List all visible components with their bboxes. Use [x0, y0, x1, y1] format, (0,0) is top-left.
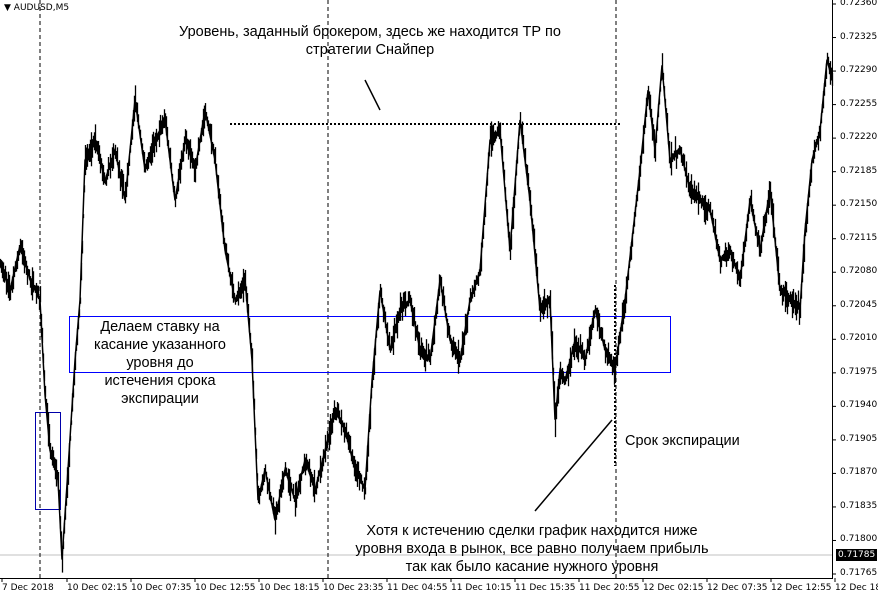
time-tick-label: 12 Dec 18:	[835, 583, 878, 593]
price-tick-label: 0.71800	[840, 534, 878, 545]
time-tick-label: 10 Dec 07:35	[131, 583, 192, 593]
price-tick-label: 0.72150	[840, 199, 878, 210]
annotation-line: так как было касание нужного уровня	[405, 559, 659, 575]
price-tick-label: 0.72220	[840, 132, 878, 143]
symbol-text: AUDUSD,M5	[13, 3, 70, 13]
annotation-line: уровня до	[126, 355, 194, 371]
entry-zone-rectangle[interactable]	[69, 316, 671, 373]
pointer-line-bottom	[534, 419, 613, 512]
price-tick-label: 0.72115	[840, 232, 878, 243]
time-tick-label: 10 Dec 02:15	[67, 583, 128, 593]
price-tick-label: 0.71975	[840, 366, 878, 377]
price-tick-label: 0.72185	[840, 165, 878, 176]
time-tick-label: 12 Dec 02:15	[643, 583, 704, 593]
time-tick-label: 10 Dec 18:15	[259, 583, 320, 593]
time-tick-label: 11 Dec 04:55	[387, 583, 448, 593]
price-tick-label: 0.71765	[840, 568, 878, 578]
time-tick-label: 7 Dec 2018	[2, 583, 54, 593]
annotation-expiry: Срок экспирации	[625, 433, 740, 449]
price-tick-label: 0.71835	[840, 500, 878, 511]
price-tick-label: 0.72080	[840, 266, 878, 277]
annotation-broker-level: Уровень, заданный брокером, здесь же нах…	[160, 23, 580, 59]
price-tick-label: 0.72045	[840, 299, 878, 310]
annotation-explanation: Хотя к истечению сделки график находится…	[322, 522, 742, 576]
price-tick-label: 0.72290	[840, 65, 878, 76]
annotation-line: касание указанного	[94, 337, 226, 353]
time-tick-label: 11 Dec 10:15	[451, 583, 512, 593]
annotation-bet: Делаем ставку на касание указанного уров…	[80, 318, 240, 408]
price-tick-label: 0.72325	[840, 31, 878, 42]
dropdown-triangle-icon[interactable]: ▼	[4, 3, 11, 13]
annotation-line: уровня входа в рынок, все равно получаем…	[355, 541, 709, 557]
annotation-line: Делаем ставку на	[100, 319, 220, 335]
annotation-line: стратегии Снайпер	[305, 42, 435, 58]
pointer-line-top	[364, 79, 381, 111]
time-tick-label: 12 Dec 07:35	[707, 583, 768, 593]
time-tick-label: 10 Dec 23:35	[323, 583, 384, 593]
time-tick-label: 12 Dec 12:55	[771, 583, 832, 593]
annotation-line: Хотя к истечению сделки график находится…	[366, 523, 698, 539]
annotation-line: Уровень, заданный брокером, здесь же нах…	[179, 24, 561, 40]
time-tick-label: 11 Dec 15:35	[515, 583, 576, 593]
symbol-label[interactable]: ▼ AUDUSD,M5	[4, 3, 69, 13]
annotation-line: истечения срока	[104, 373, 216, 389]
price-tick-label: 0.71905	[840, 433, 878, 444]
price-tick-label: 0.71940	[840, 400, 878, 411]
time-tick-label: 11 Dec 20:55	[579, 583, 640, 593]
current-price-badge: 0.71785	[836, 549, 878, 561]
price-line	[0, 59, 833, 560]
price-tick-label: 0.72255	[840, 98, 878, 109]
price-tick-label: 0.71870	[840, 467, 878, 478]
price-tick-label: 0.72010	[840, 333, 878, 344]
time-tick-label: 10 Dec 12:55	[195, 583, 256, 593]
annotation-line: экспирации	[121, 391, 199, 407]
price-tick-label: 0.72360	[840, 0, 878, 8]
